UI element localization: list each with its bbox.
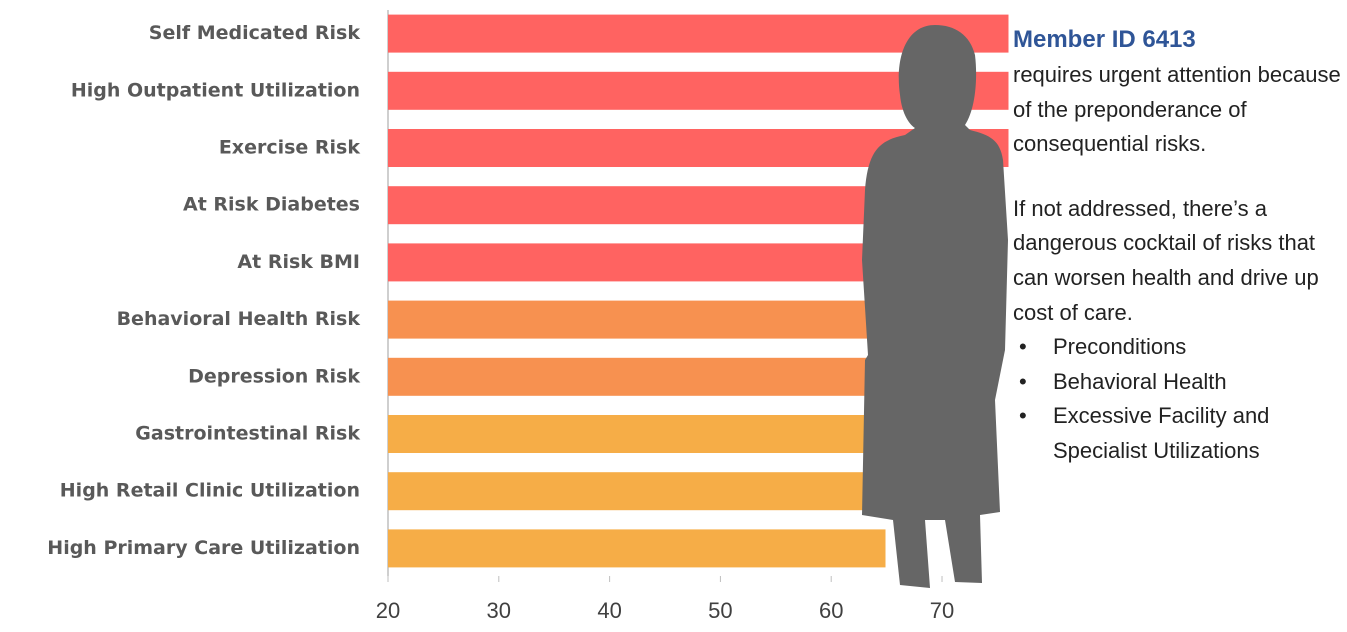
bar bbox=[388, 472, 920, 511]
y-tick-label: At Risk Diabetes bbox=[183, 194, 360, 216]
annotation-text: If not addressed, there’s a dangerous co… bbox=[1013, 195, 1319, 325]
y-tick-label: Behavioral Health Risk bbox=[117, 308, 361, 330]
annotation-text: requires urgent attention because of the… bbox=[1013, 62, 1341, 157]
bullet-list: Preconditions Behavioral Health Excessiv… bbox=[1013, 330, 1347, 468]
bar bbox=[388, 415, 930, 453]
y-tick-label: High Retail Clinic Utilization bbox=[60, 480, 360, 502]
x-tick-label: 20 bbox=[376, 598, 400, 623]
x-tick-label: 40 bbox=[597, 598, 621, 623]
y-tick-label: High Primary Care Utilization bbox=[47, 537, 360, 559]
x-tick-label: 70 bbox=[930, 598, 954, 623]
bullet: Behavioral Health bbox=[1019, 365, 1347, 400]
annotation: Member ID 6413 requires urgent attention… bbox=[1013, 22, 1347, 469]
bullet: Excessive Facility and Specialist Utiliz… bbox=[1019, 399, 1347, 468]
y-tick-label: At Risk BMI bbox=[237, 251, 360, 273]
bar bbox=[388, 357, 954, 396]
y-tick-label: Exercise Risk bbox=[219, 137, 361, 159]
x-tick-label: 30 bbox=[487, 598, 511, 623]
y-tick-label: Gastrointestinal Risk bbox=[135, 423, 360, 445]
x-tick-label: 50 bbox=[708, 598, 732, 623]
x-tick-label: 60 bbox=[819, 598, 843, 623]
y-tick-label: High Outpatient Utilization bbox=[71, 79, 360, 101]
y-tick-label: Self Medicated Risk bbox=[149, 22, 361, 44]
y-tick-label: Depression Risk bbox=[188, 365, 360, 387]
silhouette bbox=[862, 25, 1008, 588]
bullet: Preconditions bbox=[1019, 330, 1347, 365]
annotation-heading: Member ID 6413 bbox=[1013, 26, 1196, 53]
bar bbox=[388, 529, 886, 568]
